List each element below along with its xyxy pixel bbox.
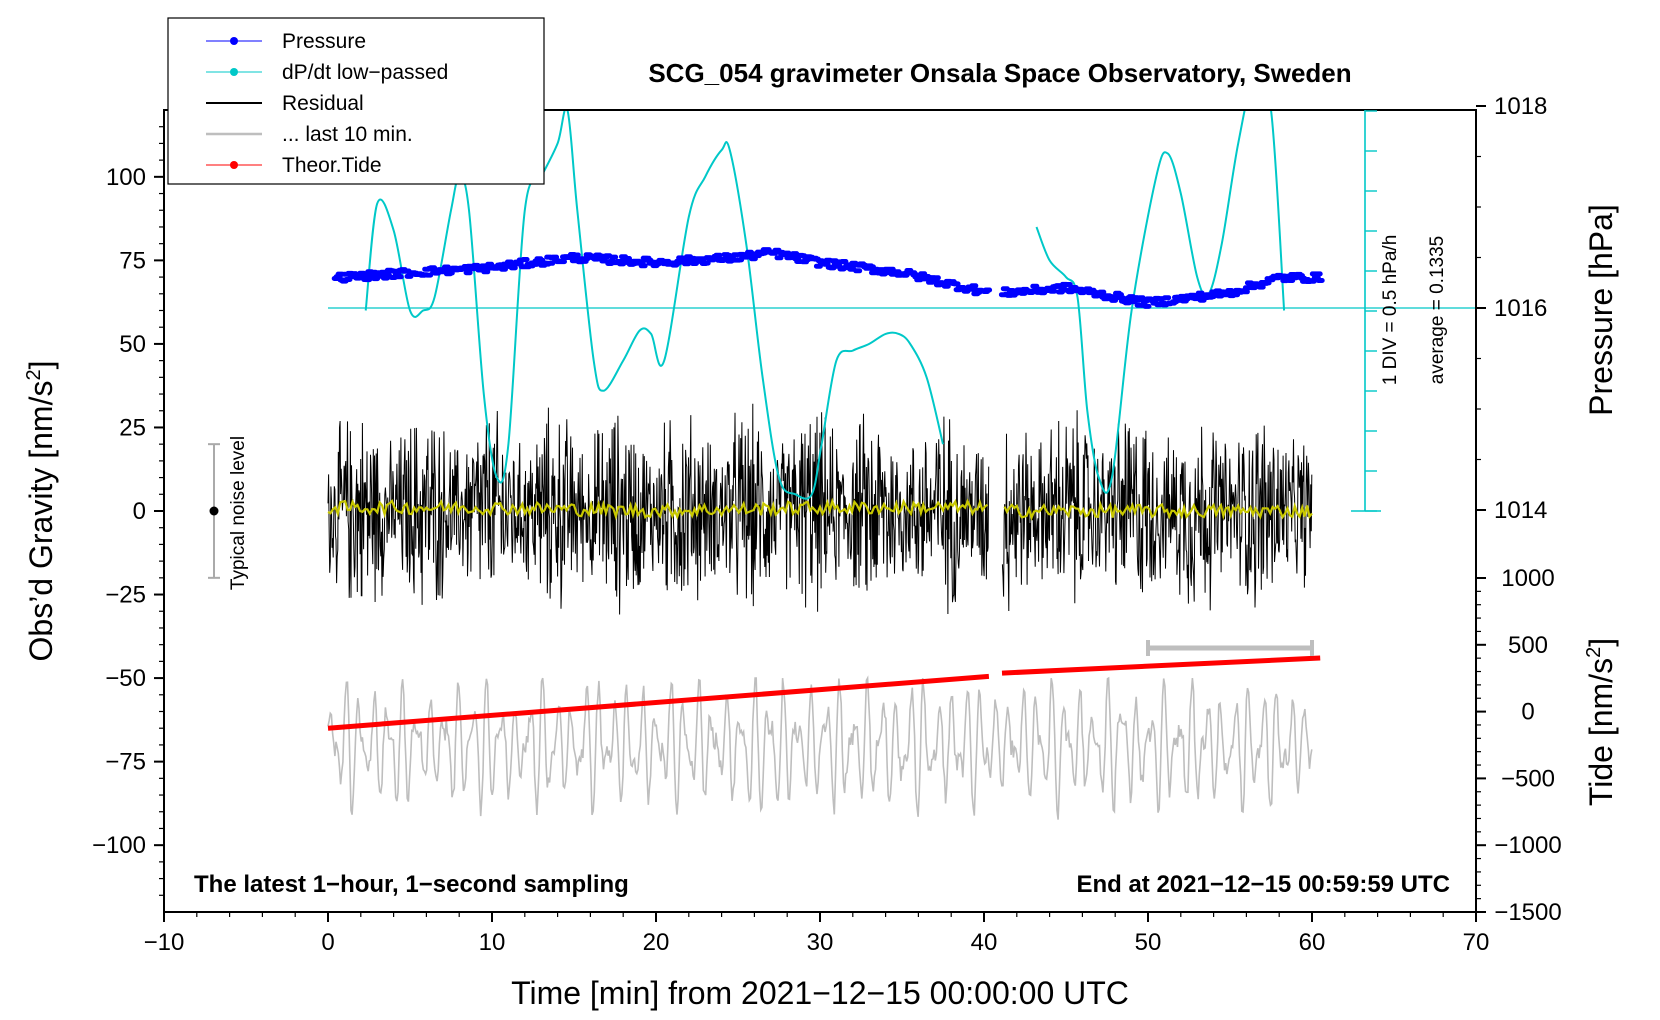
legend-label: Theor.Tide bbox=[282, 154, 382, 177]
y-tick-label: −50 bbox=[105, 665, 146, 692]
x-tick-label: 10 bbox=[479, 929, 506, 956]
x-axis-label: Time [min] from 2021−12−15 00:00:00 UTC bbox=[511, 975, 1129, 1011]
tide-axis-label: Tide [nm/s2] bbox=[1583, 638, 1619, 806]
legend: Pressure dP/dt low−passed Residual ... last… bbox=[167, 17, 545, 185]
tide-axis-label-close: ] bbox=[1583, 638, 1619, 647]
legend-label: ... last 10 min. bbox=[282, 123, 413, 146]
dpdt-line-after-gap bbox=[1035, 110, 1286, 494]
tide-series bbox=[327, 655, 1321, 731]
noise-level-label: Typical noise level bbox=[228, 436, 249, 590]
x-axis: −10 0 10 20 30 40 50 60 70 bbox=[144, 912, 1490, 956]
y-tick-label: 25 bbox=[119, 414, 146, 441]
dpdt-scale-label: 1 DIV = 0.5 hPa/h bbox=[1380, 235, 1401, 386]
y-tick-label: −75 bbox=[105, 749, 146, 776]
pressure-tick-label: 1018 bbox=[1494, 93, 1547, 120]
y-axis-left-label-sup: 2 bbox=[23, 369, 45, 380]
tide-line-after-gap bbox=[1001, 655, 1321, 676]
residual-series bbox=[327, 403, 1313, 615]
legend-label: dP/dt low−passed bbox=[282, 61, 448, 84]
tide-tick-label: −500 bbox=[1501, 765, 1555, 792]
pressure-tick-label: 1016 bbox=[1494, 295, 1547, 322]
bottom-right-note: End at 2021−12−15 00:59:59 UTC bbox=[1076, 871, 1450, 898]
legend-label: Residual bbox=[282, 92, 364, 115]
x-tick-label: 70 bbox=[1463, 929, 1490, 956]
noise-level-bar bbox=[208, 443, 220, 579]
y-tick-label: −25 bbox=[105, 582, 146, 609]
legend-label: Pressure bbox=[282, 30, 366, 53]
legend-items: Pressure dP/dt low−passed Residual ... last… bbox=[206, 30, 448, 177]
noise-bar-center bbox=[209, 506, 219, 516]
tide-tick-label: 500 bbox=[1508, 632, 1548, 659]
legend-marker bbox=[230, 161, 238, 169]
x-tick-label: −10 bbox=[144, 929, 185, 956]
residual-lowpass-line bbox=[327, 497, 1313, 521]
y-tick-label: 100 bbox=[106, 164, 146, 191]
last10-bracket bbox=[1146, 640, 1314, 656]
pressure-tick-label: 1014 bbox=[1494, 497, 1547, 524]
tide-tick-label: 1000 bbox=[1501, 565, 1554, 592]
x-tick-label: 30 bbox=[807, 929, 834, 956]
y-tick-label: 50 bbox=[119, 331, 146, 358]
tide-line bbox=[327, 673, 990, 731]
bottom-left-note: The latest 1−hour, 1−second sampling bbox=[194, 871, 629, 898]
last10-line bbox=[327, 675, 1313, 820]
pressure-dots bbox=[331, 247, 1325, 309]
y-axis-left-label-close: ] bbox=[23, 361, 59, 370]
tide-tick-label: −1000 bbox=[1494, 832, 1561, 859]
legend-marker bbox=[230, 68, 238, 76]
residual-line bbox=[327, 403, 1313, 615]
tide-tick-label: −1500 bbox=[1494, 899, 1561, 926]
x-tick-label: 20 bbox=[643, 929, 670, 956]
x-tick-label: 60 bbox=[1299, 929, 1326, 956]
legend-marker bbox=[230, 37, 238, 45]
pressure-series bbox=[331, 247, 1325, 309]
tide-axis-label-sup: 2 bbox=[1583, 647, 1605, 658]
x-tick-label: 50 bbox=[1135, 929, 1162, 956]
chart-title: SCG_054 gravimeter Onsala Space Observat… bbox=[648, 58, 1351, 88]
tide-axis-label-main: Tide [nm/s bbox=[1583, 658, 1619, 806]
y-tick-label: −100 bbox=[92, 832, 146, 859]
last10-series bbox=[327, 675, 1313, 820]
y-axis-left-label: Obs’d Gravity [nm/s2] bbox=[23, 361, 59, 662]
y-axis-left: 100 75 50 25 0 −25 −50 −75 −100 bbox=[92, 126, 164, 896]
x-tick-label: 0 bbox=[321, 929, 334, 956]
tide-tick-label: 0 bbox=[1521, 699, 1534, 726]
residual-lowpass-series bbox=[327, 497, 1313, 521]
pressure-axis-label: Pressure [hPa] bbox=[1583, 204, 1619, 416]
tide-axis: 1000 500 0 −500 −1000 −1500 bbox=[1476, 565, 1562, 926]
x-tick-label: 40 bbox=[971, 929, 998, 956]
y-axis-left-label-main: Obs’d Gravity [nm/s bbox=[23, 381, 59, 662]
y-tick-label: 0 bbox=[133, 498, 146, 525]
y-tick-label: 75 bbox=[119, 247, 146, 274]
dpdt-scale-bar bbox=[1351, 110, 1381, 512]
legend-box bbox=[167, 17, 545, 185]
dpdt-average-label: average = 0.1335 bbox=[1427, 236, 1448, 384]
pressure-axis: 1018 1016 1014 bbox=[1476, 93, 1547, 524]
